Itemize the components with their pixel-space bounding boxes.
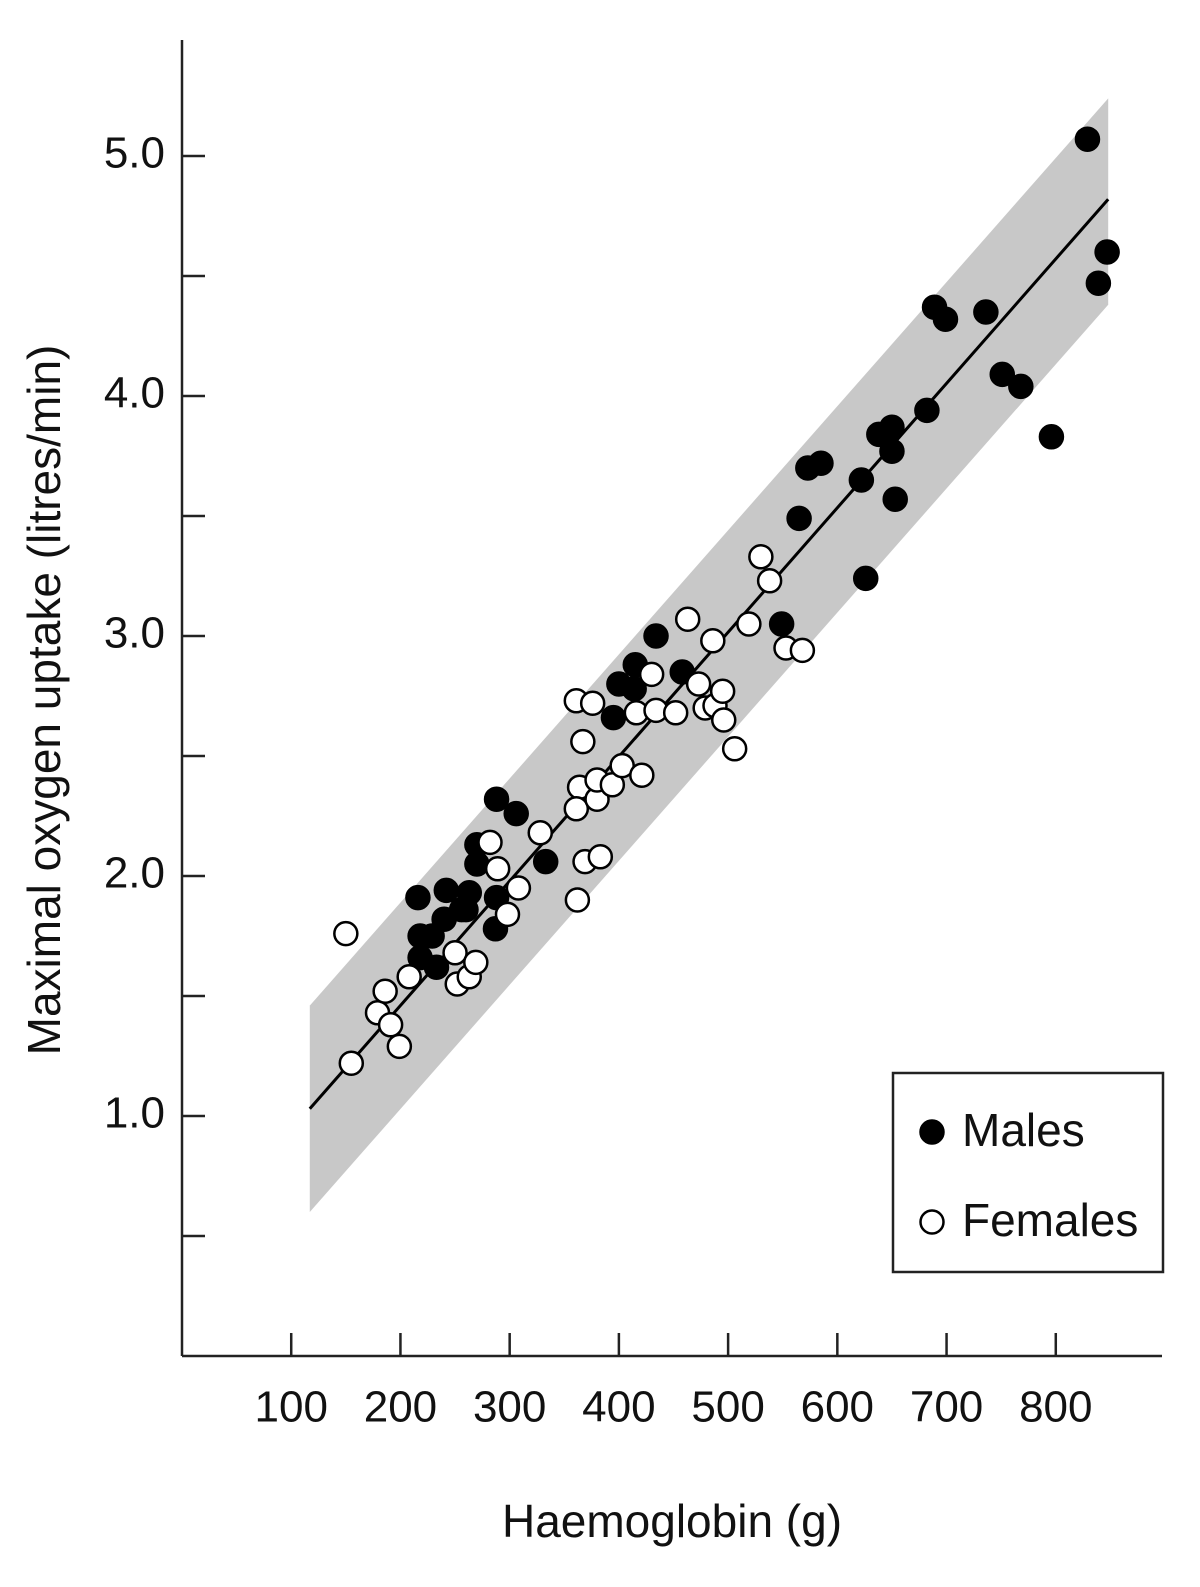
data-point xyxy=(721,736,748,762)
legend-marker xyxy=(919,1209,945,1235)
data-point xyxy=(709,678,736,704)
data-point xyxy=(1008,373,1034,400)
data-point xyxy=(1094,239,1120,265)
legend-marker xyxy=(919,1119,945,1145)
data-point xyxy=(786,505,812,532)
y-tick-label: 5.0 xyxy=(104,129,165,178)
data-point xyxy=(505,875,532,901)
legend-label: Males xyxy=(962,1104,1085,1156)
data-point xyxy=(662,700,689,726)
data-point xyxy=(433,877,460,904)
data-point xyxy=(477,829,503,856)
data-point xyxy=(423,954,450,980)
data-point xyxy=(372,978,398,1004)
data-point xyxy=(333,920,359,947)
x-tick-label: 200 xyxy=(364,1383,437,1432)
data-point xyxy=(570,728,596,755)
y-axis-label: Maximal oxygen uptake (litres/min) xyxy=(18,345,70,1056)
y-tick-label: 1.0 xyxy=(104,1089,165,1138)
y-tick-label: 3.0 xyxy=(104,609,165,658)
data-point xyxy=(484,856,511,882)
data-point xyxy=(377,1012,404,1038)
data-point xyxy=(795,455,821,481)
data-point xyxy=(674,606,701,632)
data-point xyxy=(564,887,591,913)
data-point xyxy=(1074,126,1101,152)
x-tick-label: 600 xyxy=(801,1383,874,1432)
data-point xyxy=(503,800,529,827)
y-tick-label: 2.0 xyxy=(104,849,165,898)
data-point xyxy=(629,762,655,788)
data-point xyxy=(600,704,627,731)
x-tick-label: 800 xyxy=(1019,1383,1092,1432)
data-point xyxy=(587,844,614,870)
data-point xyxy=(848,467,875,493)
data-point xyxy=(442,940,468,966)
data-point xyxy=(483,786,510,812)
data-point xyxy=(638,661,665,688)
x-tick-label: 100 xyxy=(255,1383,328,1432)
x-tick-label: 700 xyxy=(910,1383,983,1432)
legend: Males Females xyxy=(891,1071,1165,1274)
data-point xyxy=(338,1050,365,1076)
data-point xyxy=(494,901,521,928)
x-tick-label: 400 xyxy=(582,1383,655,1432)
y-tick-label: 4.0 xyxy=(104,369,165,418)
data-point xyxy=(882,486,908,512)
data-point xyxy=(685,671,712,697)
x-tick-label: 500 xyxy=(691,1383,764,1432)
data-point xyxy=(563,796,590,822)
data-point xyxy=(405,884,431,911)
data-point xyxy=(921,294,948,320)
data-point xyxy=(643,623,669,649)
data-point xyxy=(973,299,999,325)
data-point xyxy=(756,568,783,594)
data-point xyxy=(736,611,762,637)
data-point xyxy=(396,964,422,990)
legend-box xyxy=(891,1071,1165,1274)
data-point xyxy=(1038,424,1065,450)
data-point xyxy=(527,820,553,846)
data-point xyxy=(532,848,559,875)
data-point xyxy=(448,896,475,923)
data-point xyxy=(879,438,905,464)
data-point xyxy=(1085,270,1112,296)
x-axis-label: Haemoglobin (g) xyxy=(502,1495,842,1547)
legend-label: Females xyxy=(962,1194,1138,1246)
data-point xyxy=(852,565,879,592)
data-point xyxy=(579,690,606,716)
data-point xyxy=(710,707,737,733)
data-point xyxy=(789,637,816,664)
data-point xyxy=(989,361,1016,388)
data-point xyxy=(463,949,489,976)
data-point xyxy=(606,671,632,697)
data-point xyxy=(914,397,940,424)
data-point xyxy=(700,628,726,654)
x-tick-label: 300 xyxy=(473,1383,546,1432)
data-point xyxy=(386,1033,413,1060)
data-point xyxy=(866,421,892,448)
data-point xyxy=(748,544,774,570)
data-point xyxy=(419,923,445,949)
data-point xyxy=(768,611,795,637)
